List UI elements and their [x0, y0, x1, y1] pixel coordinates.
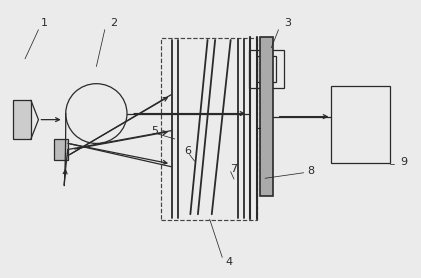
- Bar: [13, 100, 31, 139]
- Text: 2: 2: [110, 18, 117, 28]
- Text: 1: 1: [41, 18, 48, 28]
- Text: 9: 9: [400, 157, 407, 167]
- Text: 7: 7: [230, 164, 237, 174]
- Bar: [258, 56, 276, 82]
- Bar: [249, 51, 283, 88]
- Text: 8: 8: [308, 166, 315, 176]
- Text: 5: 5: [152, 126, 159, 136]
- Bar: [54, 139, 68, 160]
- Text: 3: 3: [285, 18, 292, 28]
- Text: 6: 6: [184, 147, 191, 157]
- Bar: [161, 38, 257, 220]
- Text: 4: 4: [226, 257, 233, 267]
- Bar: [260, 38, 273, 196]
- Bar: [331, 86, 390, 163]
